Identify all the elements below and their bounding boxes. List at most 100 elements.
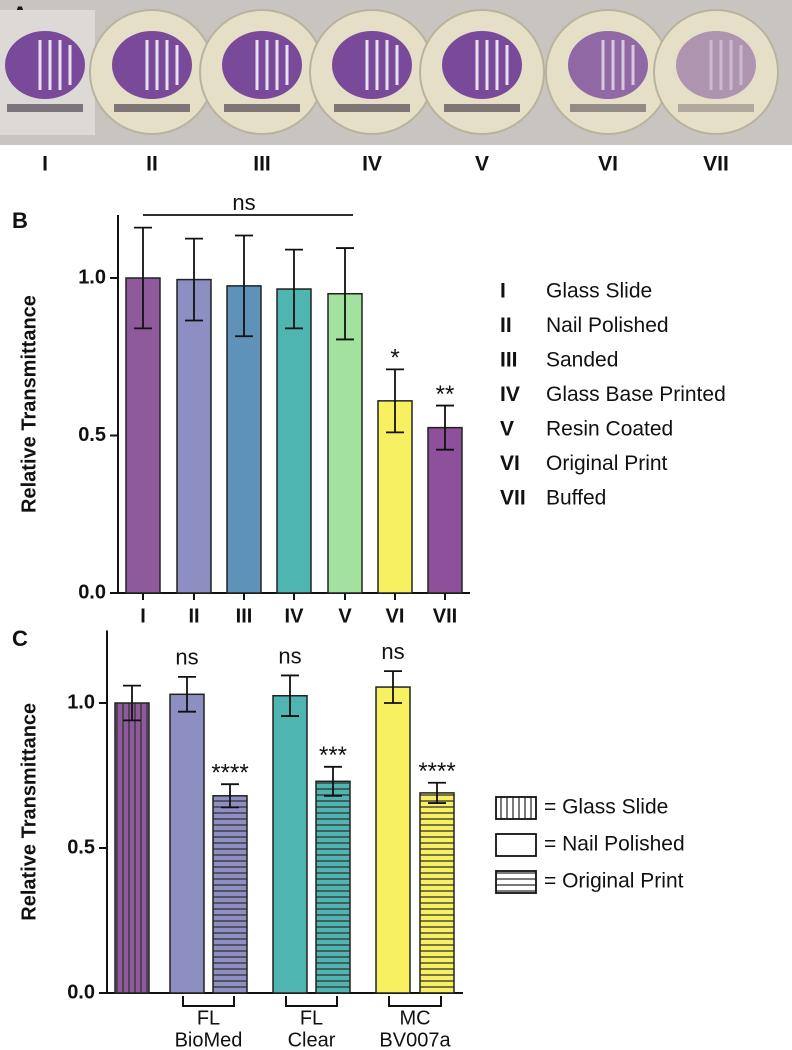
bar: [327, 293, 363, 594]
y-tick-label: 0.5: [78, 424, 106, 446]
print-channel: [255, 40, 289, 90]
error-bar: [123, 684, 141, 722]
bar: [212, 795, 248, 994]
panel-letter: C: [12, 626, 28, 651]
legend-label: Nail Polished: [546, 314, 669, 337]
significance-label: **: [436, 381, 455, 408]
x-tick-label: VII: [433, 605, 457, 627]
significance-label: *: [390, 345, 399, 372]
bar: [375, 686, 411, 994]
legend-swatch: [495, 833, 537, 857]
legend-numeral: IV: [500, 383, 520, 406]
print-logo: [442, 31, 522, 99]
legend-label: Glass Base Printed: [546, 383, 726, 406]
y-tick-label: 1.0: [67, 691, 95, 713]
legend-label: = Glass Slide: [544, 796, 668, 819]
legend-numeral: III: [500, 349, 518, 372]
y-axis-title: Relative Transmittance: [18, 295, 40, 513]
error-bar: [178, 676, 196, 713]
x-tick-label: VI: [386, 605, 405, 627]
legend-swatch: [495, 870, 537, 894]
legend-numeral: V: [500, 418, 514, 441]
print-channel: [365, 40, 399, 90]
legend-label: = Nail Polished: [544, 833, 685, 856]
print-channel: [38, 40, 72, 90]
error-bar: [185, 237, 203, 322]
bar: [114, 702, 150, 994]
print-logo: [332, 31, 412, 99]
significance-label: ***: [319, 742, 347, 769]
bar: [276, 288, 312, 594]
group-label: BioMed: [175, 1029, 243, 1050]
print-logo: [5, 31, 85, 99]
y-axis-title: Relative Transmittance: [18, 703, 40, 921]
bar: [427, 426, 463, 594]
legend-label: Original Print: [546, 452, 668, 475]
sample-label: I: [42, 153, 48, 176]
bar: [272, 695, 308, 994]
group-label: Clear: [288, 1029, 336, 1050]
x-tick-label: II: [188, 605, 199, 627]
sample-label: V: [475, 153, 489, 176]
error-bar: [436, 404, 454, 451]
bar: [125, 277, 161, 594]
sample-label: VII: [703, 153, 729, 176]
group-label: MC: [399, 1007, 430, 1029]
bar: [169, 693, 205, 994]
legend-numeral: II: [500, 314, 512, 337]
print-channel: [601, 40, 635, 90]
significance-label: ****: [418, 758, 455, 785]
group-label: FL: [300, 1007, 323, 1029]
bar: [176, 278, 212, 594]
panel-letter: B: [12, 208, 28, 233]
print-channel: [475, 40, 509, 90]
error-bar: [336, 247, 354, 341]
x-tick-label: IV: [285, 605, 305, 627]
legend-label: Buffed: [546, 487, 606, 510]
print-text-strip: [570, 104, 646, 112]
significance-label: ns: [381, 639, 404, 664]
significance-label: ns: [278, 643, 301, 668]
group-bracket: [388, 996, 442, 1007]
group-bracket: [182, 996, 235, 1007]
error-bar: [384, 670, 402, 704]
significance-label: ns: [232, 190, 255, 215]
print-text-strip: [678, 104, 754, 112]
error-bar: [285, 248, 303, 330]
significance-label: ****: [211, 760, 248, 787]
legend-swatch: [495, 796, 537, 820]
group-label: FL: [197, 1007, 220, 1029]
error-bar: [281, 674, 299, 717]
print-text-strip: [334, 104, 410, 112]
legend-numeral: VII: [500, 487, 526, 510]
y-tick-label: 0.0: [67, 981, 95, 1003]
print-text-strip: [114, 104, 190, 112]
y-tick-label: 0.0: [78, 581, 106, 603]
error-bar: [386, 368, 404, 434]
print-channel: [709, 40, 743, 90]
print-text-strip: [444, 104, 520, 112]
group-bracket: [285, 996, 338, 1007]
sample-label: VI: [598, 153, 618, 176]
x-tick-label: V: [338, 605, 352, 627]
y-tick-label: 0.5: [67, 836, 95, 858]
x-tick-label: I: [140, 605, 146, 627]
sample-label: II: [146, 153, 158, 176]
print-text-strip: [224, 104, 300, 112]
legend-label: Glass Slide: [546, 280, 652, 303]
significance-label: ns: [175, 645, 198, 670]
legend-label: = Original Print: [544, 870, 684, 893]
error-bar: [221, 783, 239, 809]
print-logo: [676, 31, 756, 99]
legend-numeral: I: [500, 280, 506, 303]
x-tick-label: III: [236, 605, 253, 627]
bar: [315, 780, 351, 994]
print-channel: [145, 40, 179, 90]
error-bar: [235, 234, 253, 338]
print-text-strip: [7, 104, 83, 112]
print-logo: [112, 31, 192, 99]
print-logo: [568, 31, 648, 99]
print-logo: [222, 31, 302, 99]
